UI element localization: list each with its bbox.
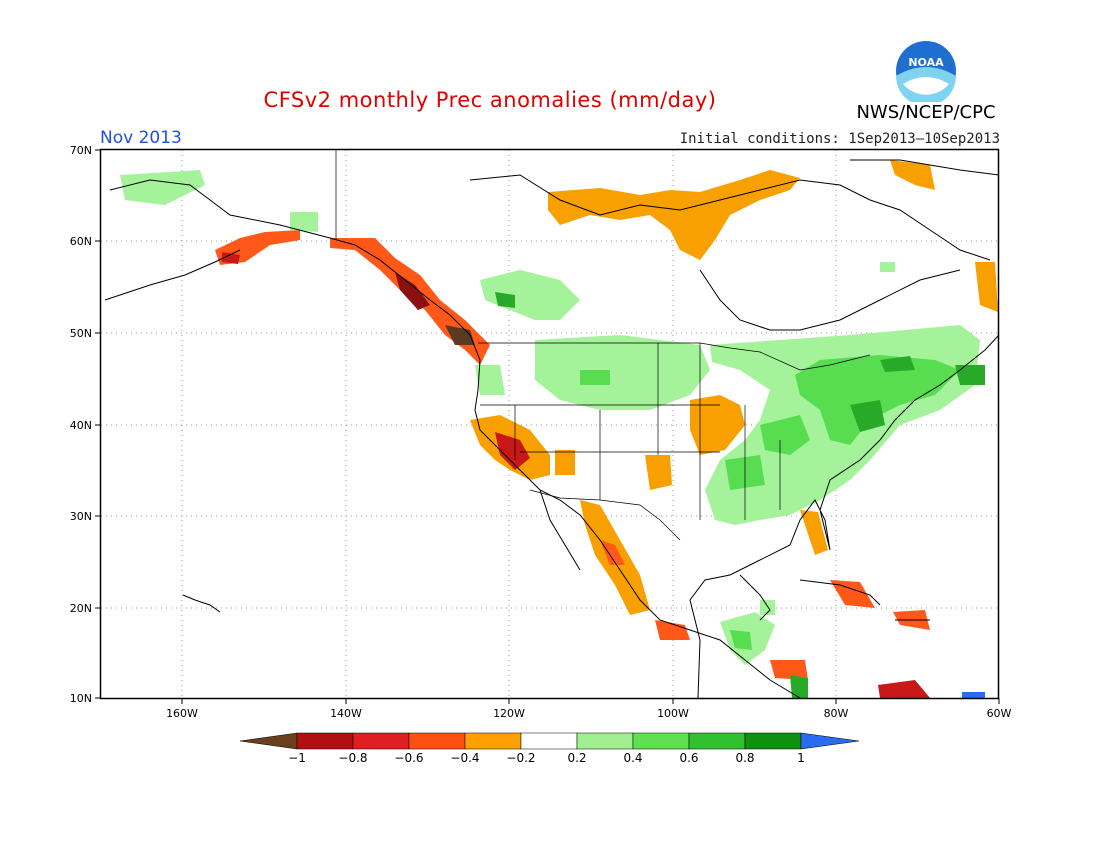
colorbar-label: −0.8 (338, 751, 367, 765)
noaa-logo-text: NOAA (908, 56, 944, 69)
forecast-month: Nov 2013 (100, 128, 182, 148)
lon-label: 140W (330, 707, 362, 720)
colorbar-arrow-low (239, 732, 298, 750)
colorbar-label: 0.4 (623, 751, 642, 765)
latitude-labels: 70N 60N 50N 40N 30N 20N 10N (70, 144, 92, 705)
lon-label: 160W (166, 707, 198, 720)
lat-label: 60N (70, 235, 92, 248)
lat-label: 30N (70, 510, 92, 523)
lon-label: 100W (657, 707, 689, 720)
longitude-labels: 160W 140W 120W 100W 80W 60W (166, 707, 1011, 720)
anomaly-shading (120, 160, 998, 698)
lat-label: 10N (70, 692, 92, 705)
colorbar-label: 0.2 (567, 751, 586, 765)
colorbar-arrow-high (800, 732, 860, 750)
colorbar-label: 0.6 (679, 751, 698, 765)
colorbar-label: 1 (797, 751, 805, 765)
lon-label: 120W (493, 707, 525, 720)
agency-label: NWS/NCEP/CPC (856, 102, 996, 123)
colorbar-label: −0.6 (394, 751, 423, 765)
lon-label: 80W (824, 707, 849, 720)
lat-label: 40N (70, 419, 92, 432)
colorbar-label: −0.2 (506, 751, 535, 765)
lat-label: 50N (70, 327, 92, 340)
noaa-logo: NOAA (895, 40, 957, 106)
colorbar-label: −0.4 (450, 751, 479, 765)
colorbar-swatch (576, 732, 634, 750)
initial-conditions: Initial conditions: 1Sep2013–10Sep2013 (679, 131, 1000, 147)
colorbar-label: −1 (288, 751, 306, 765)
colorbar-swatch (464, 732, 522, 750)
colorbar-swatch (352, 732, 410, 750)
colorbar-swatch (744, 732, 802, 750)
lat-label: 20N (70, 602, 92, 615)
colorbar-swatch (688, 732, 746, 750)
map-title: CFSv2 monthly Prec anomalies (mm/day) (263, 88, 717, 112)
borders (335, 150, 871, 541)
colorbar-swatch (520, 732, 578, 750)
colorbar-label: 0.8 (735, 751, 754, 765)
colorbar-swatch (408, 732, 466, 750)
map-frame (99, 148, 1000, 700)
colorbar-swatch (296, 732, 354, 750)
colorbar-swatch (632, 732, 690, 750)
colorbar: −1 −0.8 −0.6 −0.4 −0.2 0.2 0.4 0.6 0.8 1 (239, 732, 860, 765)
lat-label: 70N (70, 144, 92, 157)
lon-label: 60W (987, 707, 1012, 720)
coastlines (104, 159, 1000, 699)
